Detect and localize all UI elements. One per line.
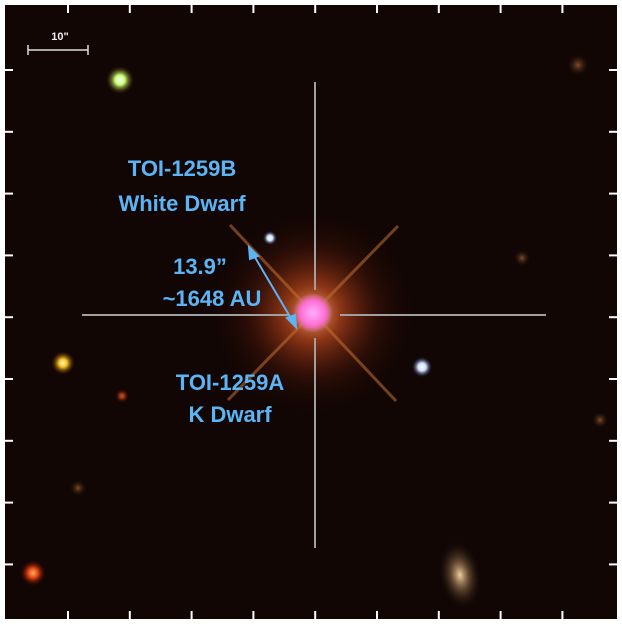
label: White Dwarf: [118, 191, 246, 216]
star: [513, 249, 531, 267]
star: [69, 479, 87, 497]
label: TOI-1259A: [176, 370, 285, 395]
label: ~1648 AU: [163, 286, 262, 311]
label: TOI-1259B: [128, 156, 236, 181]
main-star-core: [293, 293, 333, 333]
star: [20, 560, 46, 586]
star: [591, 411, 609, 429]
separation-arrow: [247, 244, 298, 330]
crosshair: [82, 82, 546, 548]
star: [115, 389, 129, 403]
galaxy: [437, 539, 483, 611]
label: K Dwarf: [188, 402, 272, 427]
stars: [20, 53, 609, 611]
star: [566, 53, 590, 77]
star: [412, 357, 432, 377]
frame-ticks: [5, 5, 617, 619]
label: 13.9”: [173, 254, 227, 279]
star: [51, 351, 75, 375]
white-dwarf: [263, 231, 277, 245]
scale-label: 10": [51, 31, 68, 43]
star: [106, 66, 134, 94]
scale-bar: [27, 45, 89, 55]
